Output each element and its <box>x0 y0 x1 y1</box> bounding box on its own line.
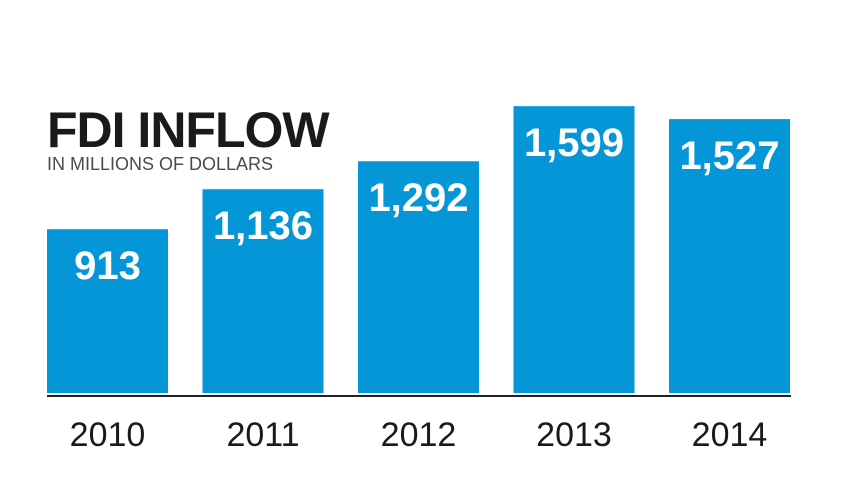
bar-value-label-2010: 913 <box>74 244 141 288</box>
bar-2011 <box>202 189 324 393</box>
x-tick-label-2012: 2012 <box>381 416 457 454</box>
bar-value-label-2012: 1,292 <box>368 176 468 220</box>
bar-value-label-2011: 1,136 <box>213 204 313 248</box>
bar-2010 <box>47 229 168 393</box>
chart-subtitle: IN MILLIONS OF DOLLARS <box>47 154 273 174</box>
bars-layer <box>47 106 790 394</box>
x-tick-label-2013: 2013 <box>536 416 612 454</box>
x-tick-label-2010: 2010 <box>70 416 146 454</box>
x-tick-label-2011: 2011 <box>226 416 299 454</box>
bar-2012 <box>358 161 479 393</box>
x-tick-labels-layer: 2010 2011 2012 2013 2014 <box>70 416 768 454</box>
chart-title: FDI INFLOW <box>47 102 330 158</box>
bar-2014 <box>669 119 790 394</box>
bar-value-label-2014: 1,527 <box>679 134 779 178</box>
x-tick-label-2014: 2014 <box>692 416 768 454</box>
bar-2013 <box>513 106 635 393</box>
bar-value-label-2013: 1,599 <box>524 121 624 165</box>
bar-labels-layer: 913 1,136 1,292 1,599 1,527 <box>74 121 779 288</box>
